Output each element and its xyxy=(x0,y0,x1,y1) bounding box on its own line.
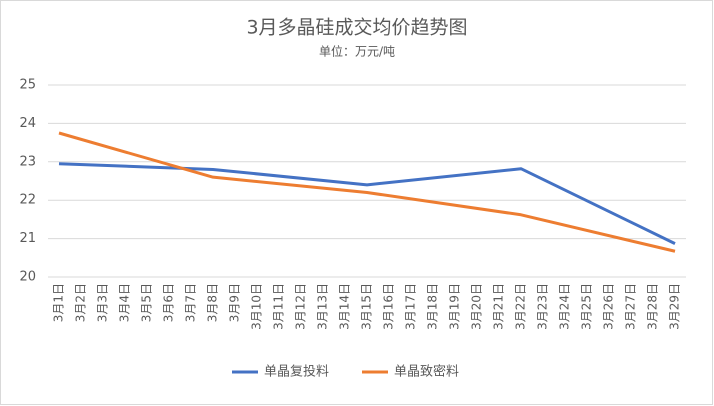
x-tick-label: 3月9日 xyxy=(228,283,242,322)
x-tick-label: 3月14日 xyxy=(338,283,352,330)
x-tick-label: 3月12日 xyxy=(294,283,308,330)
x-tick-label: 3月26日 xyxy=(602,283,616,330)
chart-subtitle: 单位：万元/吨 xyxy=(319,44,395,59)
x-tick-label: 3月20日 xyxy=(470,283,484,330)
series-line xyxy=(58,131,676,253)
x-tick-label: 3月11日 xyxy=(272,283,286,330)
x-tick-label: 3月15日 xyxy=(360,283,374,330)
x-tick-label: 3月4日 xyxy=(118,283,132,322)
chart-title: 3月多晶硅成交均价趋势图 xyxy=(246,17,467,39)
x-tick-label: 3月23日 xyxy=(536,283,550,330)
x-tick-label: 3月24日 xyxy=(558,283,572,330)
y-tick-label: 23 xyxy=(19,154,36,169)
x-tick-label: 3月29日 xyxy=(668,283,682,330)
x-tick-label: 3月10日 xyxy=(250,283,264,330)
x-tick-label: 3月18日 xyxy=(426,283,440,330)
x-tick-label: 3月1日 xyxy=(52,283,66,322)
y-tick-label: 22 xyxy=(19,193,36,208)
legend-label: 单晶复投料 xyxy=(264,364,329,380)
x-tick-label: 3月16日 xyxy=(382,283,396,330)
x-tick-label: 3月17日 xyxy=(404,283,418,330)
x-tick-label: 3月21日 xyxy=(492,283,506,330)
x-tick-label: 3月8日 xyxy=(206,283,220,322)
x-tick-label: 3月6日 xyxy=(162,283,176,322)
y-tick-label: 21 xyxy=(19,231,36,246)
legend-label: 单晶致密料 xyxy=(394,364,459,380)
x-tick-label: 3月13日 xyxy=(316,283,330,330)
series-line xyxy=(58,162,676,245)
x-tick-label: 3月2日 xyxy=(74,283,88,322)
x-tick-label: 3月25日 xyxy=(580,283,594,330)
x-tick-label: 3月3日 xyxy=(96,283,110,322)
x-tick-label: 3月19日 xyxy=(448,283,462,330)
x-tick-label: 3月28日 xyxy=(646,283,660,330)
x-tick-label: 3月27日 xyxy=(624,283,638,330)
y-tick-label: 25 xyxy=(19,78,36,93)
x-tick-label: 3月22日 xyxy=(514,283,528,330)
x-tick-label: 3月5日 xyxy=(140,283,154,322)
y-tick-label: 24 xyxy=(19,116,36,131)
x-tick-label: 3月7日 xyxy=(184,283,198,322)
y-tick-label: 20 xyxy=(19,270,36,285)
